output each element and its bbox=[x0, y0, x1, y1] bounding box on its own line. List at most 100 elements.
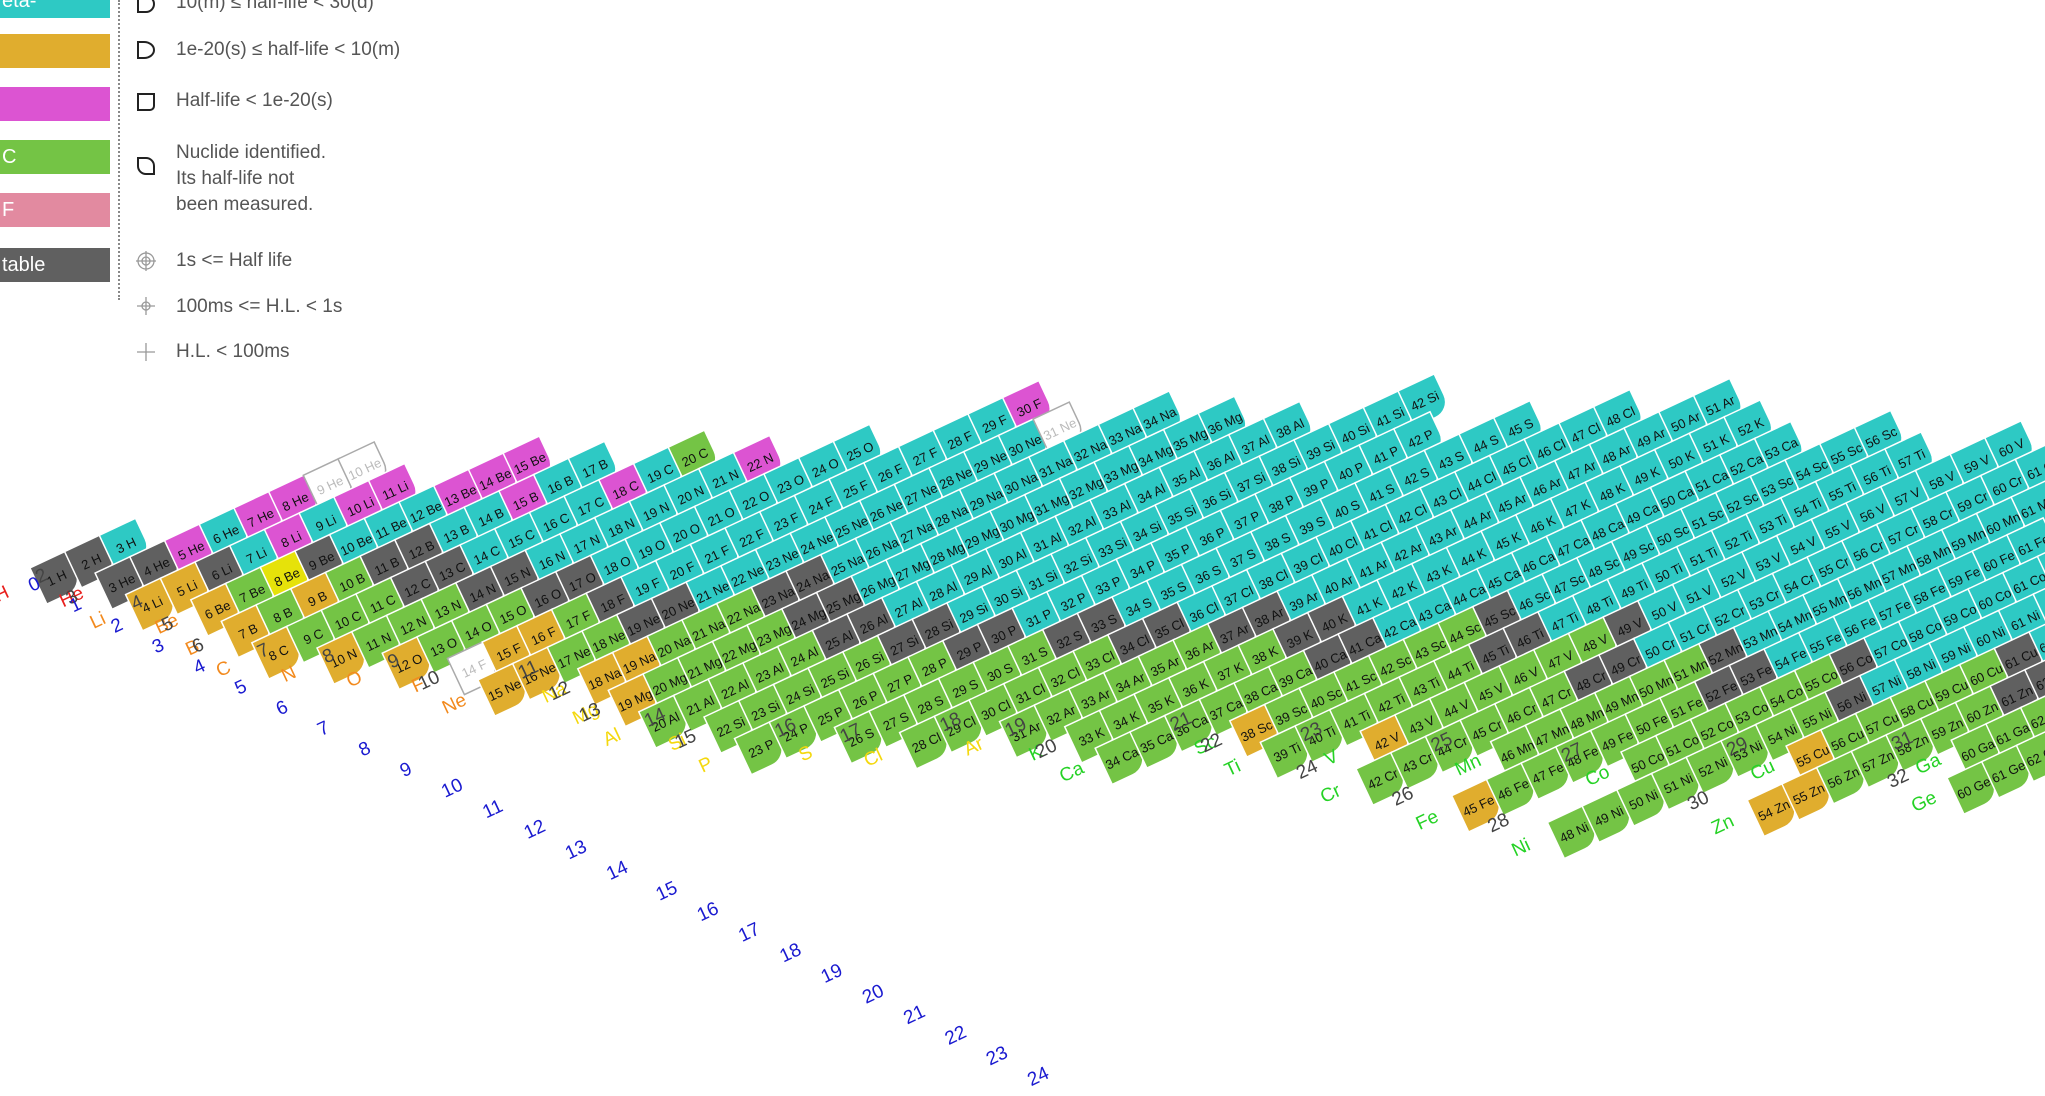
legend-swatch-0: eta- bbox=[0, 0, 110, 18]
nuclide-cell: 57 Zn bbox=[1850, 733, 1900, 789]
nuclide-shape bbox=[2014, 441, 2045, 497]
nuclide-cell: 61 Mn bbox=[2010, 479, 2045, 535]
element-symbol-label: Cr bbox=[1317, 780, 1345, 808]
element-symbol-label: Li bbox=[87, 608, 109, 633]
neutron-number-label: 7 bbox=[314, 717, 333, 741]
nuclide-cell: 8 C bbox=[250, 624, 301, 681]
nuclide-cell: 36 Mg bbox=[1197, 395, 1247, 451]
element-symbol-label: V bbox=[1321, 746, 1342, 771]
element-symbol-label: S bbox=[796, 742, 816, 766]
neutron-number-label: 12 bbox=[521, 816, 549, 844]
legend-swatch-2 bbox=[0, 87, 110, 121]
nuclide-shape bbox=[1396, 372, 1447, 429]
neutron-number-label: 19 bbox=[818, 960, 846, 988]
element-symbol-label: H bbox=[0, 582, 12, 607]
nuclide-cell: 48 Fe bbox=[1554, 728, 1605, 785]
nuclide-cell: 49 Ni bbox=[1581, 788, 1631, 844]
neutron-number-label: 3 bbox=[149, 635, 168, 659]
nuclide-cell: 62 Ni bbox=[2032, 576, 2045, 632]
element-symbol-label: P bbox=[696, 753, 716, 777]
legend-marker-text-2: H.L. < 100ms bbox=[176, 341, 290, 362]
neutron-number-label: 5 bbox=[232, 676, 251, 700]
legend-shape-text-2: Half-life < 1e-20(s) bbox=[176, 90, 333, 111]
nuclide-cell: 62 Zn bbox=[2023, 651, 2045, 708]
nuclide-cell: 43 Cr bbox=[1389, 734, 1440, 790]
nuclide-cell: 15 Ne bbox=[476, 661, 527, 718]
nuclide-shape bbox=[2027, 613, 2045, 670]
neutron-number-label: 17 bbox=[735, 919, 763, 947]
nuclide-cell: 46 Fe bbox=[1485, 761, 1535, 817]
nuclide-cell: 43 V bbox=[1393, 696, 1444, 753]
nuclide-cell: 12 O bbox=[381, 635, 431, 691]
nuclide-cell: 35 Ca bbox=[1128, 713, 1179, 770]
nuclide-cell: 52 Ni bbox=[1685, 739, 1735, 795]
neutron-number-label: 23 bbox=[983, 1042, 1011, 1070]
nuclide-cell: 45 Fe bbox=[1450, 777, 1501, 833]
neutron-number-label: 11 bbox=[479, 796, 506, 823]
target-small-icon bbox=[137, 297, 155, 315]
neutron-number-label: 24 bbox=[1024, 1063, 1052, 1091]
neutron-number-label: 6 bbox=[273, 697, 292, 721]
nuclide-cell: 61 Cr bbox=[2014, 441, 2045, 497]
legend-divider bbox=[118, 0, 120, 300]
element-symbol-label: Fe bbox=[1413, 806, 1442, 834]
nuclide-label: 62 Ni bbox=[2043, 591, 2045, 618]
legend-shape-text-1: 1e-20(s) ≤ half-life < 10(m) bbox=[176, 39, 401, 60]
nuclide-shape bbox=[2019, 689, 2045, 745]
element-symbol-label: Ni bbox=[1509, 835, 1534, 862]
nuclide-cell: 10 N bbox=[315, 629, 366, 686]
neutron-number-label: 2 bbox=[108, 614, 127, 638]
element-symbol-label: Ge bbox=[1908, 787, 1940, 817]
element-symbol-label: O bbox=[343, 667, 365, 692]
nuclide-cell: 31 Ar bbox=[998, 703, 1048, 759]
nuclide-shape bbox=[2015, 727, 2045, 783]
nuclide-shape bbox=[2010, 479, 2045, 535]
nuclide-cell: 56 Zn bbox=[1815, 749, 1865, 805]
element-symbol-label: Al bbox=[600, 725, 624, 751]
nuclide-cell: 21 F bbox=[689, 526, 739, 582]
nuclide-cell: 22 F bbox=[723, 509, 774, 566]
nuclide-cell: 24 P bbox=[768, 704, 818, 760]
nuclide-cell: 62 Ga bbox=[2019, 689, 2045, 745]
neutron-number-label: 14 bbox=[603, 857, 631, 885]
nuclide-cell: 50 Fe bbox=[1624, 696, 1674, 752]
nuclide-cell: 53 Ni bbox=[1719, 722, 1770, 779]
legend-shape-text-0: 10(m) ≤ half-life < 30(d) bbox=[176, 0, 374, 13]
shape-dlong-icon bbox=[137, 0, 155, 13]
neutron-number-label: 9 bbox=[397, 758, 416, 782]
nuclide-cell: 54 Zn bbox=[1746, 782, 1796, 838]
neutron-number-label: 15 bbox=[653, 878, 681, 906]
nuclide-cell: 23 P bbox=[733, 720, 783, 776]
nuclide-cell: 20 Al bbox=[637, 693, 688, 750]
nuclide-cell: 39 Ti bbox=[1259, 724, 1309, 780]
legend-swatch-4: F bbox=[0, 193, 110, 227]
nuclide-cell: 62 Cu bbox=[2027, 613, 2045, 670]
nuclide-cell: 44 Cr bbox=[1424, 718, 1474, 774]
neutron-number-label: 8 bbox=[356, 738, 375, 762]
nuclide-cell: 22 Ne bbox=[719, 547, 770, 604]
nuclide-cell: 42 Si bbox=[1396, 372, 1447, 429]
nuclide-cell: 36 Ca bbox=[1163, 697, 1213, 753]
legend-marker-text-0: 1s <= Half life bbox=[176, 250, 293, 271]
neutron-number-label: 13 bbox=[562, 836, 590, 864]
element-symbol-label: Ti bbox=[1221, 756, 1244, 781]
neutron-number-label: 10 bbox=[438, 775, 466, 803]
nuclide-cell: 1 H bbox=[28, 549, 79, 606]
nuclide-shape bbox=[2023, 651, 2045, 708]
neutron-number-label: 16 bbox=[694, 898, 722, 926]
nuclide-label: 62 Cu bbox=[2037, 628, 2045, 656]
nuclide-cell: 26 S bbox=[833, 709, 883, 765]
nuclide-cell: 34 Ca bbox=[1094, 730, 1144, 786]
neutron-number-label: 18 bbox=[777, 939, 805, 967]
shape-rounded-square-icon bbox=[137, 93, 155, 111]
nuclide-cell: 42 Cr bbox=[1354, 750, 1405, 807]
cross-icon bbox=[137, 343, 155, 361]
nuclide-cell: 55 Zn bbox=[1780, 765, 1831, 822]
neutron-number-label: 4 bbox=[190, 655, 209, 679]
legend-swatch-1 bbox=[0, 34, 110, 68]
nuclide-cell: 51 Ni bbox=[1650, 755, 1700, 811]
legend-shape-text-3: Nuclide identified. Its half-life not be… bbox=[176, 142, 326, 215]
nuclide-cell: 50 Ni bbox=[1615, 771, 1666, 828]
shape-leaf-icon bbox=[137, 157, 155, 175]
